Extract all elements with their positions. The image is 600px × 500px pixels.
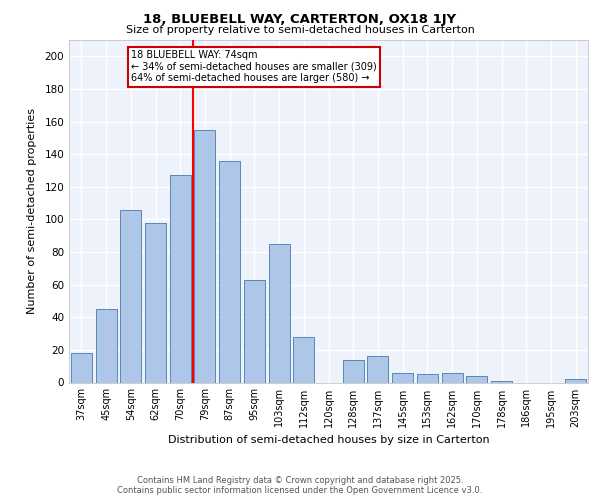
Bar (466, 376, 487, 382)
Bar (269, 244, 290, 382)
Bar (565, 379, 586, 382)
Bar (145, 222, 166, 382)
Bar (170, 176, 191, 382)
Bar (392, 372, 413, 382)
Bar (71, 353, 92, 382)
Bar (219, 160, 240, 382)
Bar (95, 309, 116, 382)
Text: 18, BLUEBELL WAY, CARTERTON, OX18 1JY: 18, BLUEBELL WAY, CARTERTON, OX18 1JY (143, 12, 457, 26)
Bar (343, 360, 364, 382)
Bar (194, 130, 215, 382)
Text: Size of property relative to semi-detached houses in Carterton: Size of property relative to semi-detach… (125, 25, 475, 35)
Text: Contains HM Land Registry data © Crown copyright and database right 2025.: Contains HM Land Registry data © Crown c… (137, 476, 463, 485)
Text: 18 BLUEBELL WAY: 74sqm
← 34% of semi-detached houses are smaller (309)
64% of se: 18 BLUEBELL WAY: 74sqm ← 34% of semi-det… (131, 50, 377, 84)
Bar (442, 372, 463, 382)
Bar (244, 280, 265, 382)
Y-axis label: Number of semi-detached properties: Number of semi-detached properties (28, 108, 37, 314)
Bar (491, 381, 512, 382)
Bar (367, 356, 388, 382)
Bar (417, 374, 438, 382)
Text: Contains public sector information licensed under the Open Government Licence v3: Contains public sector information licen… (118, 486, 482, 495)
Bar (120, 210, 141, 382)
X-axis label: Distribution of semi-detached houses by size in Carterton: Distribution of semi-detached houses by … (167, 435, 490, 445)
Bar (293, 337, 314, 382)
